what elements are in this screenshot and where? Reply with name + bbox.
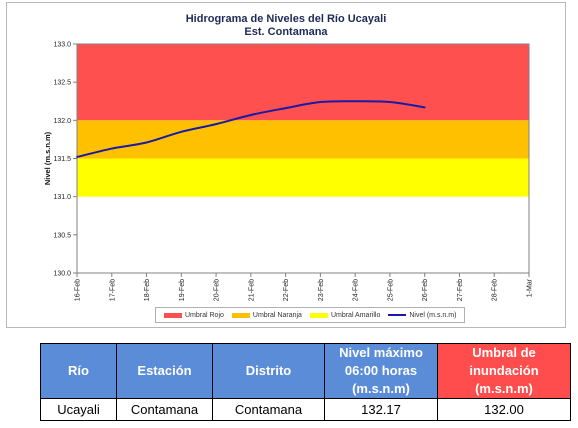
data-point (389, 101, 391, 103)
data-point (180, 130, 183, 133)
header-rio: Río (40, 343, 117, 399)
legend-label: Nivel (m.s.n.m) (409, 311, 457, 319)
x-tick-label: 18-Feb (144, 279, 151, 301)
legend-item-nivel: Nivel (m.s.n.m) (388, 312, 456, 319)
data-point (423, 106, 426, 109)
table-row: Ucayali Contamana Contamana 132.17 132.0… (40, 398, 571, 421)
legend-swatch (309, 312, 328, 318)
chart-title-line2: Est. Contamana (244, 26, 328, 38)
data-point (284, 107, 287, 110)
band-umbral-naranja (77, 120, 529, 159)
legend-label: Umbral Rojo (185, 311, 224, 319)
x-tick-label: 28-Feb (492, 279, 499, 301)
cell-nivel-maximo: 132.17 (324, 398, 438, 421)
chart-legend: Umbral Rojo Umbral Naranja Umbral Amarillo… (155, 307, 466, 323)
data-point (319, 101, 322, 103)
y-tick-label: 130.0 (53, 271, 71, 278)
legend-swatch (231, 312, 250, 318)
y-tick-label: 130.5 (53, 232, 71, 239)
x-tick-label: 27-Feb (457, 279, 464, 301)
legend-item-umbral-rojo: Umbral Rojo (164, 312, 224, 319)
legend-label: Umbral Amarillo (330, 311, 381, 319)
cell-estacion: Contamana (116, 398, 213, 421)
band-umbral-amarillo (77, 158, 529, 197)
x-tick-label: 26-Feb (422, 279, 429, 301)
cell-umbral-inundacion: 132.00 (437, 398, 571, 421)
x-tick-label: 19-Feb (179, 279, 186, 301)
legend-item-umbral-amarillo: Umbral Amarillo (309, 311, 381, 319)
table-header-row: Río Estación Distrito Nivel máximo 06:00… (40, 343, 571, 399)
y-axis-label: Nivel (m.s.n.m) (43, 131, 52, 185)
data-point (110, 147, 113, 150)
y-tick-label: 131.5 (53, 156, 71, 163)
legend-swatch (164, 312, 182, 318)
x-tick-label: 22-Feb (283, 279, 290, 301)
cell-distrito: Contamana (212, 398, 325, 421)
x-tick-label: 21-Feb (248, 279, 255, 301)
band-umbral-rojo (77, 44, 529, 121)
data-point (249, 114, 252, 116)
header-estacion: Estación (116, 343, 213, 399)
x-tick-label: 20-Feb (214, 279, 221, 301)
summary-table: Río Estación Distrito Nivel máximo 06:00… (40, 343, 571, 421)
data-point (354, 100, 357, 103)
chart-title: Hidrograma de Niveles del Río Ucayali Es… (7, 13, 565, 39)
cell-rio: Ucayali (40, 398, 117, 421)
header-distrito: Distrito (212, 343, 325, 399)
x-tick-label: 25-Feb (387, 279, 394, 301)
header-umbral-inundacion: Umbral de inundación (m.s.n.m) (437, 343, 571, 399)
y-tick-label: 132.0 (53, 118, 71, 125)
chart-title-line1: Hidrograma de Niveles del Río Ucayali (185, 13, 387, 25)
y-tick-label: 133.0 (53, 42, 71, 49)
data-point (76, 156, 78, 158)
chart-frame: Hidrograma de Niveles del Río Ucayali Es… (6, 2, 566, 328)
hydrograph-chart: 130.0 130.5 131.0 131.5 132.0 132.5 133.0 Nivel… (43, 42, 534, 302)
header-nivel-maximo: Nivel máximo 06:00 horas (m.s.n.m) (324, 343, 438, 399)
legend-label: Umbral Naranja (252, 311, 302, 319)
data-point (215, 123, 217, 126)
legend-line (388, 314, 407, 316)
x-tick-label: 1-Mar (527, 278, 534, 297)
x-tick-label: 24-Feb (353, 279, 360, 301)
x-tick-label: 17-Feb (109, 279, 116, 301)
x-tick-label: 23-Feb (318, 279, 325, 301)
y-tick-label: 132.5 (53, 80, 71, 87)
x-tick-label: 16-Feb (75, 279, 82, 301)
legend-item-umbral-naranja: Umbral Naranja (231, 311, 302, 319)
data-point (145, 141, 148, 144)
y-tick-label: 131.0 (53, 194, 71, 201)
